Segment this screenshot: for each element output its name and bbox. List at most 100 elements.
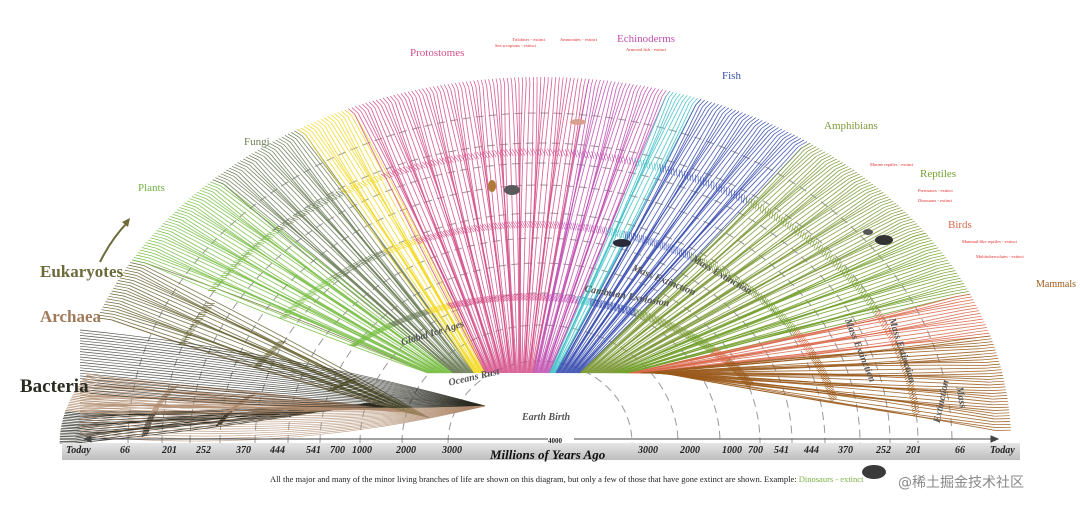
branch-twig (908, 387, 916, 393)
branch-twig (808, 350, 816, 357)
branch-twig (616, 229, 619, 238)
branch-twig (240, 255, 249, 257)
branch-twig (777, 311, 782, 319)
tip-line (938, 264, 952, 269)
tip-line (106, 298, 122, 302)
branch-twig (545, 293, 549, 302)
branch-line (642, 345, 979, 374)
branch-line (327, 124, 480, 374)
branch-twig (327, 278, 336, 281)
branch-line (457, 88, 508, 374)
branch-line (461, 88, 509, 374)
branch-twig (388, 323, 397, 327)
branch-twig (785, 320, 791, 328)
branch-twig (799, 229, 803, 238)
caption-example: Dinosaurs - extinct (798, 474, 864, 484)
branch-twig (367, 178, 375, 184)
tip-line (425, 87, 431, 94)
tip-line (984, 363, 1000, 366)
branch-twig (649, 237, 651, 246)
branch-twig (714, 350, 721, 357)
tip-line (310, 123, 319, 129)
branch-twig (769, 303, 774, 311)
tip-line (74, 390, 90, 394)
branch-twig (596, 225, 600, 234)
branch-twig (456, 154, 463, 162)
branch-twig (589, 297, 592, 306)
tip-line (884, 202, 897, 208)
tip-line (792, 137, 802, 144)
branch-twig (824, 381, 832, 387)
tip-line (929, 252, 943, 257)
branch-twig (358, 339, 367, 341)
branch-twig (744, 379, 752, 385)
branch-line (160, 243, 435, 374)
tip-line (67, 405, 83, 408)
tip-line (869, 190, 882, 195)
tip-line (807, 146, 817, 152)
branch-twig (342, 268, 351, 273)
branch-twig (166, 389, 175, 392)
axis-tick-left-2000: 2000 (396, 445, 416, 456)
branch-twig (732, 365, 739, 372)
branch-twig (755, 291, 760, 300)
branch-twig (142, 429, 150, 434)
tip-line (754, 120, 763, 126)
branch-twig (561, 221, 566, 230)
branch-twig (413, 238, 421, 244)
branch-twig (878, 315, 884, 322)
tip-line (355, 106, 362, 113)
branch-twig (827, 388, 835, 394)
branch-twig (895, 349, 902, 356)
branch-twig (486, 295, 493, 303)
branch-twig (394, 244, 402, 250)
branch-twig (292, 304, 301, 307)
branch-twig (555, 221, 559, 229)
branch-line (648, 364, 986, 374)
branch-twig (903, 370, 910, 376)
branch-twig (590, 298, 593, 307)
branch-twig (812, 356, 819, 363)
branch-twig (741, 281, 745, 290)
tip-line (608, 81, 612, 88)
tip-line (133, 257, 148, 261)
branch-line (344, 117, 484, 374)
branch-twig (473, 297, 480, 304)
tip-line (719, 106, 726, 113)
tip-line (856, 179, 868, 185)
branch-twig (526, 220, 531, 229)
branch-twig (546, 220, 551, 229)
axis-center-4000: 4000 (548, 437, 562, 445)
branch-twig (908, 389, 916, 395)
branch-twig (793, 329, 800, 337)
branch-line (489, 85, 515, 374)
tip-line (484, 79, 487, 86)
branch-twig (792, 328, 799, 335)
branch-line (537, 87, 610, 374)
branch-twig (670, 322, 674, 331)
tip-line (956, 293, 971, 297)
branch-twig (826, 385, 833, 391)
branch-twig (538, 148, 543, 156)
branch-line (545, 93, 649, 374)
tip-line (66, 406, 82, 410)
branch-twig (899, 359, 907, 366)
tip-line (87, 373, 102, 378)
tip-line (640, 85, 645, 93)
tip-line (130, 262, 144, 266)
tip-line (758, 121, 766, 128)
tip-line (317, 120, 325, 126)
branch-twig (623, 155, 626, 164)
tip-line (226, 169, 237, 175)
branch-line (79, 353, 486, 407)
tip-line (75, 389, 91, 393)
branch-twig (222, 273, 231, 275)
branch-twig (906, 381, 914, 387)
branch-twig (305, 293, 314, 296)
tip-line (143, 244, 157, 249)
tip-line (60, 427, 77, 430)
branch-twig (552, 293, 557, 302)
tip-line (240, 160, 251, 166)
tip-line (821, 154, 832, 161)
branch-twig (345, 187, 353, 193)
